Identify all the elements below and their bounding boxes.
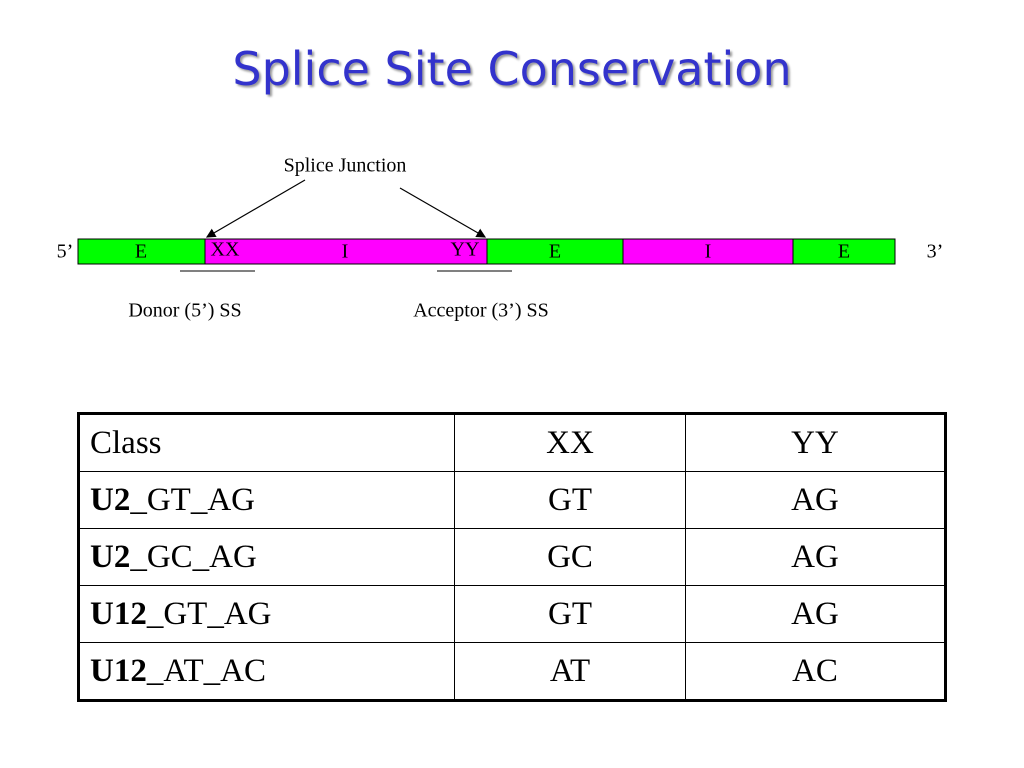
segment-label: I: [342, 241, 349, 263]
segment-label: E: [135, 241, 147, 263]
five-prime: 5’: [57, 241, 74, 263]
cell: GC: [454, 528, 686, 586]
splice-table: Class XX YY U2_GT_AG GT AG U2_GC_AG GC AG U12_…: [77, 412, 947, 702]
three-prime: 3’: [927, 241, 944, 263]
intron: [204, 238, 488, 265]
class-cell: U2_GC_AG: [78, 528, 455, 586]
cell: AC: [685, 642, 946, 701]
table-row: U12_GT_AG GT AG: [78, 585, 946, 643]
header-cell: Class: [78, 413, 455, 472]
class-prefix: U12: [90, 652, 147, 689]
class-prefix: U2: [90, 481, 131, 518]
arrow: [205, 179, 306, 238]
segment-label: XX: [211, 239, 240, 261]
class-cell: U12_GT_AG: [78, 585, 455, 643]
class-prefix: U12: [90, 595, 147, 632]
exon: [486, 238, 624, 265]
cell: AT: [454, 642, 686, 701]
class-cell: U12_AT_AC: [78, 642, 455, 701]
donor-label: Donor (5’) SS: [128, 300, 241, 322]
title: Splice Site Conservation: [232, 42, 792, 96]
exon: [77, 238, 206, 265]
exon: [792, 238, 896, 265]
cell: GT: [454, 471, 686, 529]
cell: AG: [685, 471, 946, 529]
cell: AG: [685, 528, 946, 586]
class-suffix: _GT_AG: [146, 595, 272, 632]
cell: GT: [454, 585, 686, 643]
splice-diagram: Splice Junction 5’ 3’ E XX I YY E I E Do…: [57, 155, 944, 322]
acceptor-label: Acceptor (3’) SS: [413, 300, 549, 322]
header-row: Class XX YY: [78, 413, 946, 472]
class-suffix: _GT_AG: [130, 481, 255, 518]
header-cell: XX: [454, 413, 686, 472]
class-prefix: U2: [90, 538, 131, 575]
class-suffix: _AT_AC: [146, 652, 267, 689]
segment-label: YY: [451, 239, 480, 261]
segment-label: E: [838, 241, 850, 263]
class-cell: U2_GT_AG: [78, 471, 455, 529]
table-row: U2_GC_AG GC AG: [78, 528, 946, 586]
segment-label: E: [549, 241, 561, 263]
table-row: U2_GT_AG GT AG: [78, 471, 946, 529]
class-suffix: _GC_AG: [130, 538, 257, 575]
table-row: U12_AT_AC AT AC: [78, 642, 946, 701]
junction-label: Splice Junction: [284, 155, 407, 177]
intron: [622, 238, 794, 265]
arrow: [399, 187, 487, 238]
header-cell: YY: [685, 413, 946, 472]
cell: AG: [685, 585, 946, 643]
segment-label: I: [705, 241, 712, 263]
